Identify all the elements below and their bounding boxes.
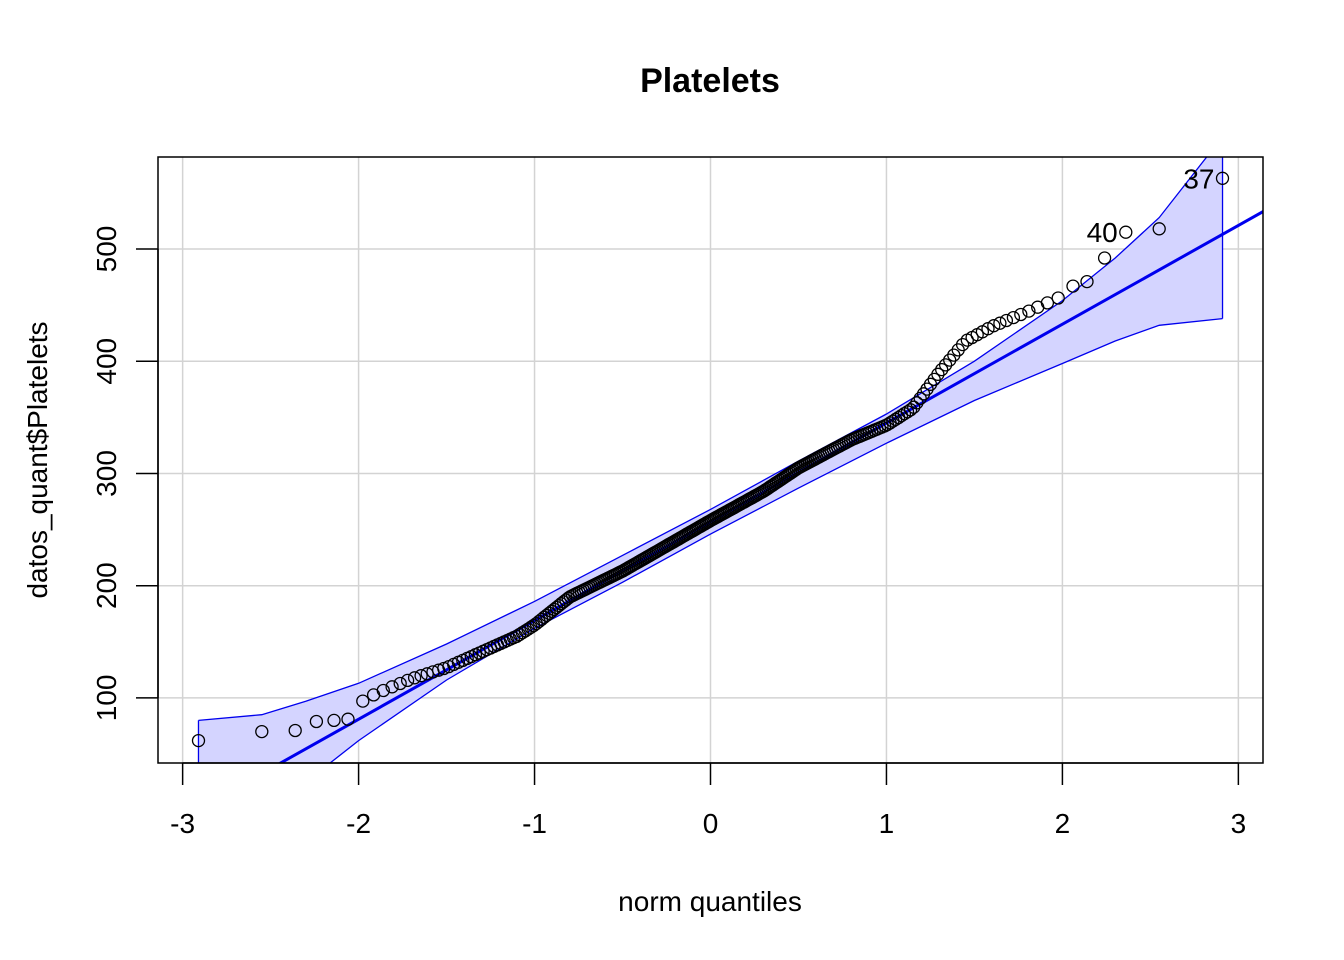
x-tick-label: -3	[170, 808, 195, 839]
data-point	[955, 337, 970, 352]
x-tick-label: 2	[1055, 808, 1071, 839]
data-point	[407, 671, 422, 685]
data-point	[1152, 222, 1166, 236]
data-point	[1080, 274, 1094, 289]
data-point	[556, 595, 571, 609]
data-point	[1066, 279, 1080, 293]
data-point	[1040, 296, 1055, 310]
chart-title: Platelets	[640, 62, 780, 100]
confidence-band-upper	[198, 157, 1208, 722]
y-tick-label: 500	[91, 226, 122, 273]
data-point	[327, 713, 341, 728]
data-point	[1119, 225, 1133, 239]
data-point	[376, 683, 390, 698]
data-point	[255, 724, 269, 739]
x-tick-label: -2	[346, 808, 371, 839]
x-axis-label: norm quantiles	[618, 886, 802, 917]
y-tick-label: 400	[91, 338, 122, 385]
data-point	[907, 400, 921, 414]
data-point	[341, 712, 355, 726]
data-point	[385, 680, 399, 694]
x-axis: -3 -2 -1 0 1 2 3	[170, 762, 1247, 839]
data-point	[393, 676, 407, 691]
data-point	[993, 316, 1007, 330]
data-point	[309, 714, 324, 729]
x-tick-label: -1	[522, 808, 547, 839]
x-tick-label: 3	[1231, 808, 1247, 839]
data-point	[987, 319, 1001, 333]
data-point	[1051, 291, 1065, 305]
y-axis-label: datos_quant$Platelets	[22, 321, 53, 598]
data-point	[356, 694, 370, 708]
x-tick-label: 0	[703, 808, 719, 839]
y-tick-label: 300	[91, 450, 122, 497]
data-point	[951, 343, 965, 357]
point-labels: 37 40	[1087, 163, 1215, 248]
data-point	[1006, 310, 1021, 325]
data-point	[191, 733, 206, 748]
data-points	[191, 171, 1230, 748]
data-point	[414, 669, 428, 683]
data-point	[935, 362, 949, 377]
data-point	[400, 673, 415, 688]
data-point	[943, 353, 957, 367]
data-point	[913, 391, 927, 406]
data-point	[938, 358, 953, 372]
data-point	[931, 367, 945, 381]
data-point	[1014, 307, 1028, 322]
data-point	[1097, 251, 1112, 265]
y-axis: 100 200 300 400 500	[91, 226, 159, 722]
confidence-band-lower	[329, 317, 1223, 763]
data-point	[910, 396, 924, 410]
x-tick-label: 1	[879, 808, 895, 839]
data-point	[999, 313, 1014, 328]
y-tick-label: 100	[91, 675, 122, 722]
confidence-band	[197, 157, 1224, 763]
data-point	[1215, 171, 1230, 185]
data-point	[288, 723, 302, 738]
point-label: 37	[1183, 163, 1214, 194]
y-tick-label: 200	[91, 562, 122, 609]
grid	[158, 157, 1263, 763]
point-label: 40	[1087, 217, 1118, 248]
data-point	[1022, 304, 1036, 318]
